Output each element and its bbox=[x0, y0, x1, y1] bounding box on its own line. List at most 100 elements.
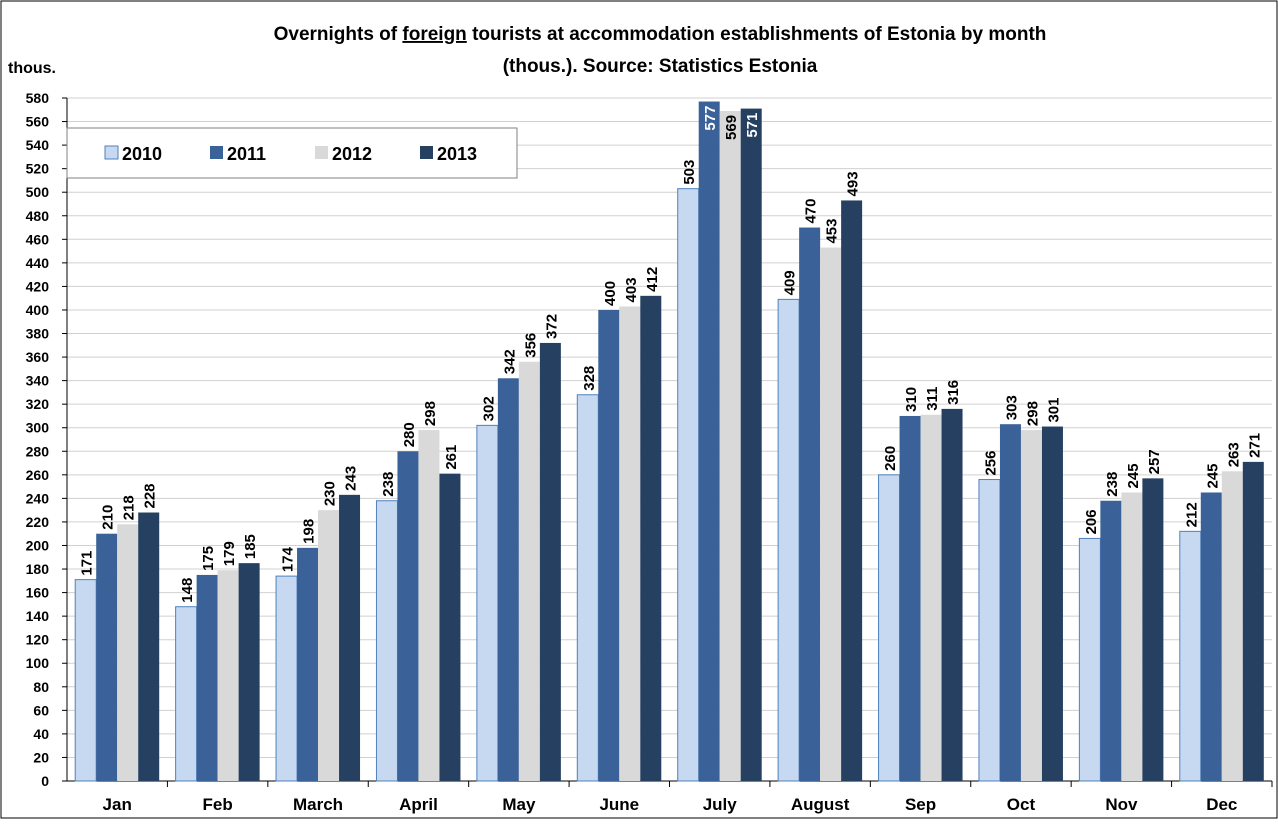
data-label: 493 bbox=[845, 171, 862, 196]
y-tick-label: 200 bbox=[26, 537, 50, 553]
title-part: Overnights of bbox=[274, 24, 403, 45]
y-tick-label: 60 bbox=[33, 702, 49, 718]
bar bbox=[941, 408, 963, 781]
y-tick-label: 280 bbox=[26, 443, 50, 459]
bar bbox=[74, 579, 97, 782]
x-tick-label: Sep bbox=[905, 795, 936, 814]
y-tick-label: 420 bbox=[26, 278, 50, 294]
data-label: 245 bbox=[1204, 463, 1221, 488]
x-tick-label: Jan bbox=[103, 795, 132, 814]
data-label: 302 bbox=[480, 396, 497, 421]
y-tick-label: 300 bbox=[26, 420, 50, 436]
y-tick-label: 100 bbox=[26, 655, 50, 671]
y-tick-label: 380 bbox=[26, 326, 50, 342]
bar bbox=[878, 474, 901, 782]
bar bbox=[1179, 530, 1202, 782]
y-tick-label: 400 bbox=[26, 302, 50, 318]
data-label: 503 bbox=[681, 160, 698, 185]
legend-label: 2010 bbox=[122, 144, 162, 164]
legend-swatch bbox=[210, 146, 223, 159]
y-tick-label: 340 bbox=[26, 373, 50, 389]
x-tick-label: August bbox=[791, 795, 850, 814]
bar bbox=[576, 394, 599, 782]
bar bbox=[138, 512, 160, 781]
y-tick-label: 260 bbox=[26, 467, 50, 483]
y-tick-label: 320 bbox=[26, 396, 50, 412]
y-tick-label: 240 bbox=[26, 490, 50, 506]
data-label: 238 bbox=[1104, 472, 1121, 497]
bar bbox=[1200, 492, 1222, 781]
data-label: 218 bbox=[121, 495, 138, 520]
bar bbox=[518, 361, 540, 781]
bar bbox=[1078, 537, 1101, 782]
bar bbox=[799, 227, 821, 781]
data-label: 206 bbox=[1083, 509, 1100, 534]
y-tick-label: 40 bbox=[33, 726, 49, 742]
data-label: 298 bbox=[1024, 401, 1041, 426]
data-label: 230 bbox=[322, 481, 339, 506]
data-label: 280 bbox=[401, 422, 418, 447]
legend-swatch bbox=[315, 146, 328, 159]
bar bbox=[640, 295, 662, 781]
data-label: 271 bbox=[1246, 433, 1263, 458]
x-tick-label: April bbox=[399, 795, 438, 814]
bar bbox=[619, 306, 641, 781]
data-label: 400 bbox=[602, 281, 619, 306]
data-label: 372 bbox=[543, 314, 560, 339]
data-label: 403 bbox=[623, 277, 640, 302]
title-part: foreign bbox=[402, 24, 466, 45]
data-label: 179 bbox=[221, 541, 238, 566]
bar bbox=[920, 414, 942, 781]
y-tick-label: 500 bbox=[26, 184, 50, 200]
bar bbox=[497, 378, 519, 781]
legend-label: 2012 bbox=[332, 144, 372, 164]
y-tick-label: 460 bbox=[26, 231, 50, 247]
data-label: 571 bbox=[744, 113, 761, 138]
y-axis-label: thous. bbox=[8, 60, 56, 77]
y-tick-label: 80 bbox=[33, 679, 49, 695]
chart-title: (thous.). Source: Statistics Estonia bbox=[503, 56, 818, 77]
data-label: 470 bbox=[803, 199, 820, 224]
bar bbox=[418, 430, 440, 781]
data-label: 577 bbox=[702, 106, 719, 131]
legend-label: 2011 bbox=[227, 144, 266, 164]
data-label: 310 bbox=[903, 387, 920, 412]
bar bbox=[1221, 471, 1243, 781]
y-tick-label: 560 bbox=[26, 114, 50, 130]
bar bbox=[1100, 500, 1122, 781]
y-tick-label: 480 bbox=[26, 208, 50, 224]
legend-swatch bbox=[420, 146, 433, 159]
data-label: 228 bbox=[142, 483, 159, 508]
y-tick-label: 540 bbox=[26, 137, 50, 153]
bar bbox=[96, 533, 118, 781]
x-tick-label: June bbox=[599, 795, 639, 814]
data-label: 328 bbox=[581, 366, 598, 391]
data-label: 301 bbox=[1045, 398, 1062, 423]
bar bbox=[275, 575, 298, 782]
data-label: 409 bbox=[782, 270, 799, 295]
bar bbox=[777, 298, 800, 782]
data-label: 356 bbox=[522, 333, 539, 358]
data-label: 412 bbox=[644, 267, 661, 292]
data-label: 174 bbox=[280, 546, 297, 572]
data-label: 453 bbox=[824, 219, 841, 244]
x-tick-label: Nov bbox=[1105, 795, 1138, 814]
bar bbox=[375, 500, 398, 782]
bar bbox=[820, 247, 842, 781]
y-tick-label: 220 bbox=[26, 514, 50, 530]
bar bbox=[238, 563, 260, 781]
y-tick-label: 440 bbox=[26, 255, 50, 271]
chart-title: Overnights of foreign tourists at accomm… bbox=[274, 24, 1047, 45]
x-tick-label: May bbox=[502, 795, 536, 814]
legend-label: 2013 bbox=[437, 144, 477, 164]
bar bbox=[899, 415, 921, 781]
bar bbox=[397, 451, 419, 781]
bar bbox=[1041, 426, 1063, 781]
x-tick-label: July bbox=[703, 795, 738, 814]
bar bbox=[318, 510, 340, 781]
bar bbox=[196, 574, 218, 781]
data-label: 210 bbox=[100, 505, 117, 530]
bar bbox=[217, 570, 239, 781]
bar bbox=[439, 473, 461, 781]
